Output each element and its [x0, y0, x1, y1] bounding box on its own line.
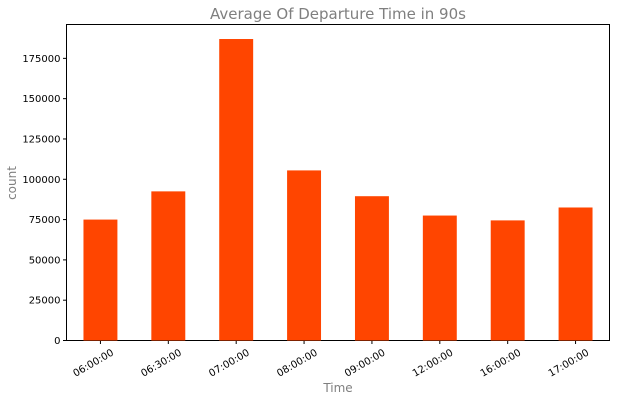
x-tick-label: 12:00:00 [411, 348, 455, 380]
y-tick-label: 150000 [22, 94, 60, 105]
bar-06-30-00 [151, 191, 186, 341]
y-tick-label: 100000 [22, 175, 60, 186]
y-tick-label: 125000 [22, 134, 60, 145]
bar-07-00-00 [219, 39, 254, 341]
bar-06-00-00 [83, 219, 118, 341]
x-tick-label: 17:00:00 [547, 348, 591, 380]
y-tick-label: 0 [54, 336, 60, 347]
x-axis: 06:00:00 06:30:00 07:00:00 08:00:00 09:00:00… [71, 340, 591, 380]
y-axis: 0 25000 50000 75000 100000 125000 150000 175000 [22, 54, 67, 347]
bar-12-00-00 [422, 215, 457, 341]
x-tick-label: 08:00:00 [275, 348, 319, 380]
chart-title: Average Of Departure Time in 90s [210, 5, 466, 23]
bar-09-00-00 [354, 196, 389, 341]
x-axis-label: Time [322, 381, 352, 395]
bar-08-00-00 [287, 170, 322, 341]
y-axis-label: count [5, 166, 19, 200]
bar-16-00-00 [490, 220, 525, 341]
y-tick-label: 50000 [29, 255, 61, 266]
x-tick-label: 06:00:00 [71, 348, 115, 380]
y-tick-label: 75000 [29, 215, 61, 226]
x-tick-label: 16:00:00 [479, 348, 523, 380]
y-tick-label: 175000 [22, 54, 60, 65]
x-tick-label: 07:00:00 [207, 348, 251, 380]
x-tick-label: 06:30:00 [139, 348, 183, 380]
y-tick-label: 25000 [29, 296, 61, 307]
bars-group [83, 39, 593, 341]
plot-area [66, 24, 610, 341]
bar-17-00-00 [558, 207, 593, 341]
x-tick-label: 09:00:00 [343, 348, 387, 380]
